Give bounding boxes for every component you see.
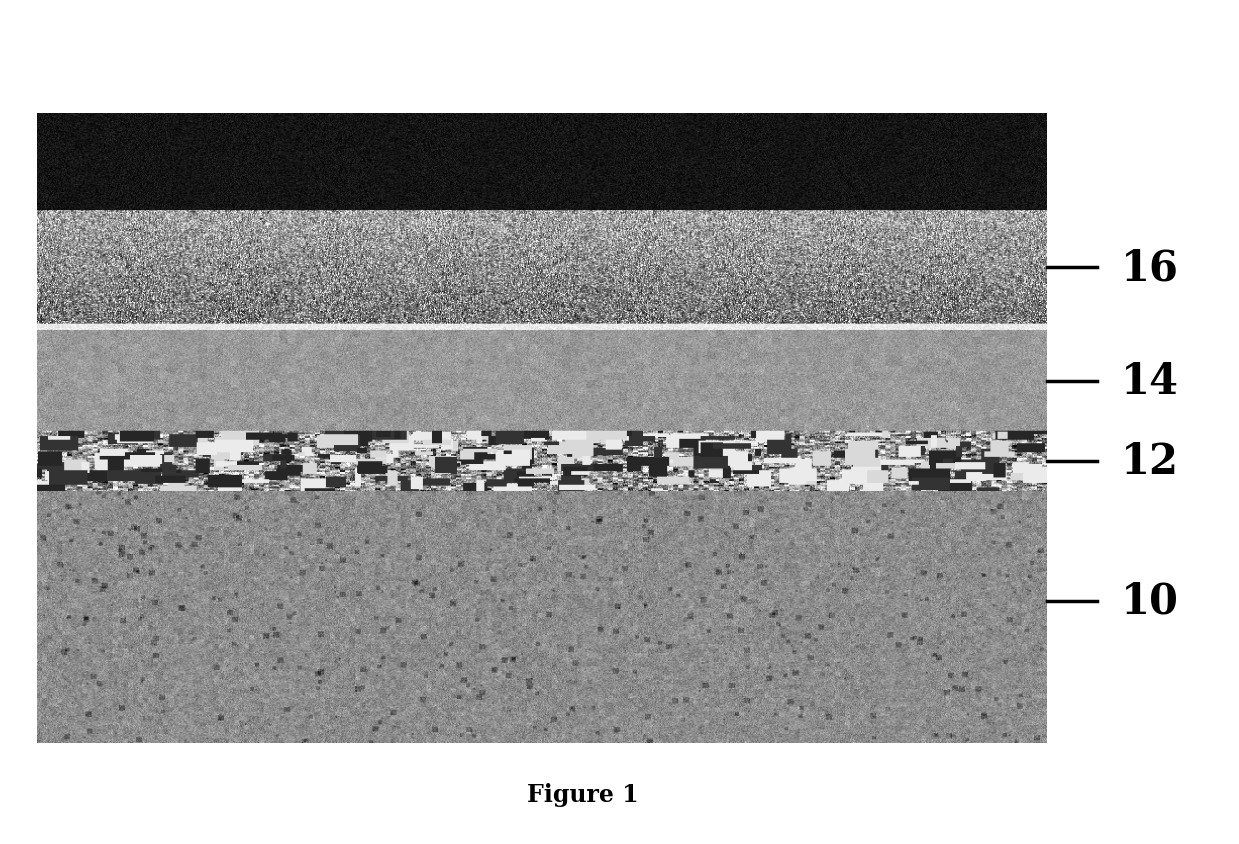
Text: 10: 10 [1121,581,1180,622]
Text: Figure 1: Figure 1 [527,782,638,806]
Text: 14: 14 [1121,360,1180,402]
Text: 12: 12 [1121,441,1180,483]
Text: 16: 16 [1121,247,1180,289]
